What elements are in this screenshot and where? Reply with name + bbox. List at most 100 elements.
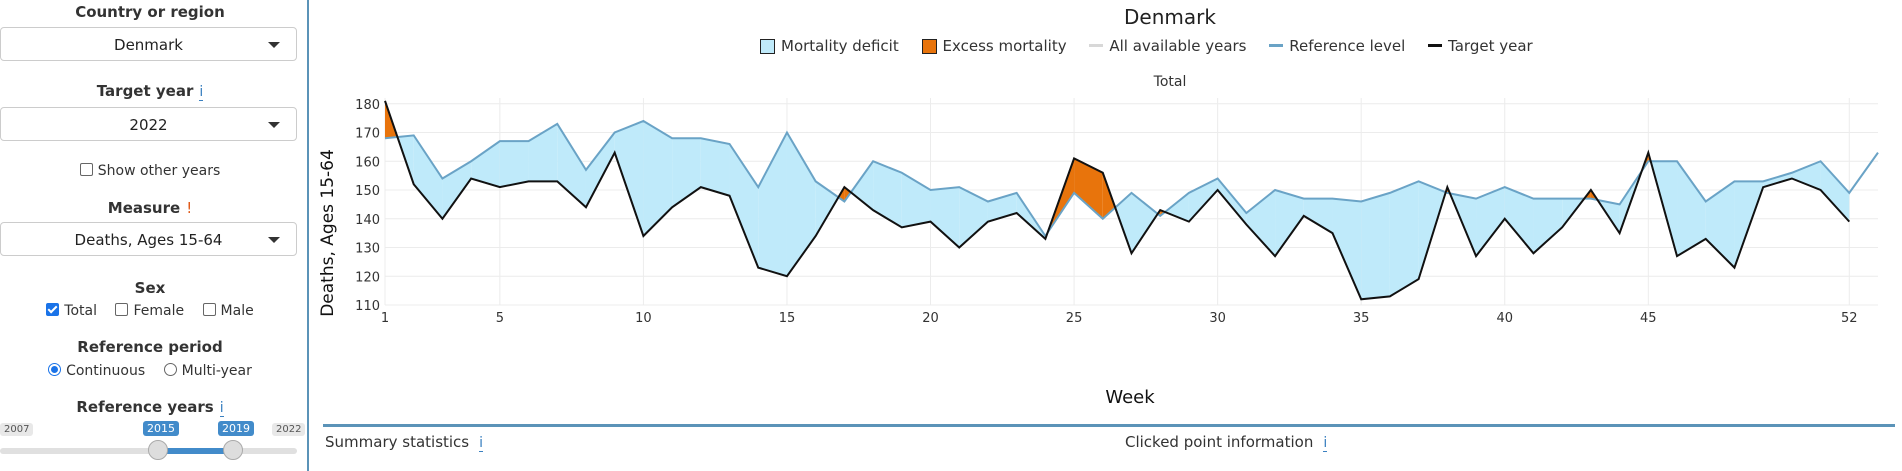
target-year-select-value: 2022 <box>129 116 168 134</box>
info-icon[interactable]: i <box>479 435 484 452</box>
country-select-value: Denmark <box>114 36 183 54</box>
slider-from-label: 2015 <box>143 421 179 436</box>
legend-line <box>1089 44 1104 47</box>
legend-swatch <box>921 39 937 54</box>
section-divider <box>323 424 1895 427</box>
target-year-select[interactable]: 2022 <box>0 107 297 141</box>
sex-option-male[interactable]: Male <box>202 303 254 319</box>
target-year-line <box>384 100 1851 301</box>
mortality-deficit-area <box>1246 190 1276 257</box>
mortality-deficit-area <box>471 141 500 188</box>
mortality-deficit-area <box>557 123 586 208</box>
reference-years-label: Reference years i <box>76 398 224 417</box>
slider-from-handle[interactable] <box>148 440 168 460</box>
mortality-deficit-area <box>1705 181 1735 268</box>
reference-period-label: Reference period <box>77 338 223 356</box>
facet-title: Total <box>1153 74 1187 90</box>
legend-label: Excess mortality <box>942 37 1067 55</box>
ref-period-multiyear-radio[interactable] <box>163 363 177 376</box>
legend-label: Reference level <box>1289 37 1406 55</box>
x-axis-label: Week <box>1105 387 1155 408</box>
reference-period-options: Continuous Multi-year <box>0 363 300 379</box>
mortality-deficit-area <box>1677 161 1706 257</box>
mortality-deficit-area <box>499 141 529 188</box>
x-tick-label: 40 <box>1496 311 1513 326</box>
sex-female-checkbox[interactable] <box>115 303 129 316</box>
ref-period-multiyear-label: Multi-year <box>181 363 252 379</box>
chevron-down-icon <box>268 237 280 243</box>
x-tick-label: 10 <box>635 311 652 326</box>
info-icon[interactable]: i <box>1323 435 1328 452</box>
sex-total-checkbox[interactable] <box>46 303 60 316</box>
show-other-years-checkbox[interactable] <box>79 163 93 176</box>
mortality-deficit-area <box>1303 198 1333 234</box>
y-tick-label: 120 <box>355 270 380 285</box>
mortality-deficit-area <box>1476 187 1505 257</box>
mortality-deficit-area <box>729 144 759 268</box>
sex-female-label: Female <box>133 303 185 319</box>
mortality-deficit-area <box>1188 178 1218 222</box>
info-icon[interactable]: i <box>199 84 204 101</box>
mortality-deficit-area <box>1389 181 1419 297</box>
sex-male-checkbox[interactable] <box>202 303 216 316</box>
legend-label: All available years <box>1109 37 1247 55</box>
measure-select[interactable]: Deaths, Ages 15-64 <box>0 222 297 256</box>
legend-item-mortality-deficit[interactable]: Mortality deficit <box>760 37 899 55</box>
y-tick-label: 160 <box>355 155 380 170</box>
info-icon[interactable]: i <box>219 400 224 417</box>
x-tick-label: 15 <box>779 311 796 326</box>
mortality-deficit-area <box>700 138 730 196</box>
mortality-deficit-area <box>930 187 960 248</box>
mortality-deficit-area <box>643 121 673 236</box>
y-tick-label: 170 <box>355 127 380 142</box>
ref-period-multiyear[interactable]: Multi-year <box>163 363 252 379</box>
y-axis-label: Deaths, Ages 15-64 <box>318 149 338 317</box>
excess-mortality-area <box>1074 158 1103 219</box>
x-tick-label: 45 <box>1640 311 1657 326</box>
sex-label: Sex <box>134 279 166 297</box>
legend-item-all-years[interactable]: All available years <box>1089 37 1247 55</box>
sex-option-female[interactable]: Female <box>115 303 184 319</box>
show-other-years-label: Show other years <box>97 163 221 179</box>
mortality-deficit-area <box>1791 161 1821 190</box>
legend-item-target-year[interactable]: Target year <box>1428 37 1533 55</box>
country-select[interactable]: Denmark <box>0 27 297 61</box>
country-label: Country or region <box>75 3 225 21</box>
y-tick-label: 150 <box>355 184 380 199</box>
y-tick-label: 130 <box>355 242 380 257</box>
measure-select-value: Deaths, Ages 15-64 <box>74 231 223 249</box>
mortality-deficit-area <box>1332 198 1362 300</box>
ref-period-continuous-label: Continuous <box>66 363 146 379</box>
mortality-deficit-area <box>614 121 644 236</box>
y-tick-label: 140 <box>355 213 380 228</box>
mortality-deficit-area <box>758 132 787 277</box>
mortality-deficit-area <box>442 161 472 219</box>
control-sidebar: Country or region Denmark Target year i 2… <box>0 0 309 471</box>
warning-icon: ! <box>186 199 193 217</box>
legend-label: Target year <box>1448 37 1533 55</box>
clicked-point-tab[interactable]: Clicked point information i <box>1125 433 1328 452</box>
sex-options: Total Female Male <box>0 303 300 319</box>
mortality-deficit-area <box>1763 172 1792 188</box>
slider-to-handle[interactable] <box>223 440 243 460</box>
y-tick-label: 110 <box>355 299 380 314</box>
ref-period-continuous-radio[interactable] <box>48 363 62 376</box>
mortality-deficit-area <box>1361 192 1390 300</box>
legend-item-reference-level[interactable]: Reference level <box>1269 37 1405 55</box>
ref-period-continuous[interactable]: Continuous <box>48 363 145 379</box>
legend-line <box>1428 44 1443 47</box>
mortality-deficit-area <box>815 181 839 236</box>
mortality-deficit-area <box>959 187 988 248</box>
show-other-years-option[interactable]: Show other years <box>0 163 300 179</box>
x-tick-label: 5 <box>496 311 504 326</box>
y-tick-label: 180 <box>355 98 380 113</box>
sex-option-total[interactable]: Total <box>46 303 97 319</box>
legend-item-excess-mortality[interactable]: Excess mortality <box>921 37 1067 55</box>
reference-years-slider-range <box>158 448 233 454</box>
mortality-deficit-area <box>1131 192 1158 254</box>
target-year-label: Target year i <box>96 82 204 101</box>
summary-statistics-tab[interactable]: Summary statistics i <box>325 433 484 452</box>
slider-to-label: 2019 <box>218 421 254 436</box>
clicked-point-label: Clicked point information <box>1125 433 1314 451</box>
